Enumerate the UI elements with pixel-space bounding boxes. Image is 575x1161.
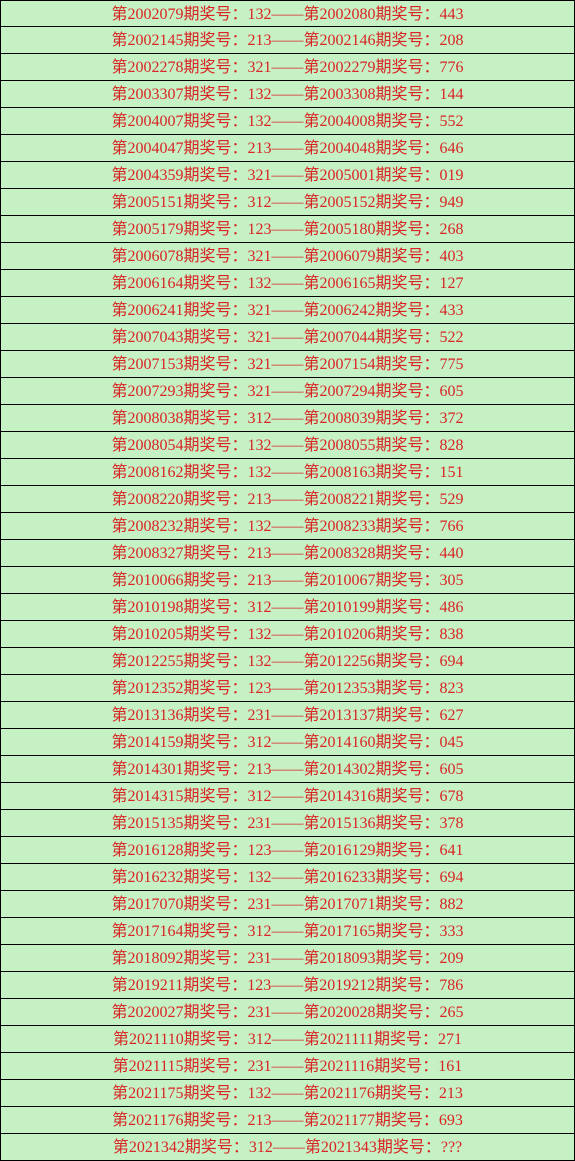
table-row: 第2002145期奖号：213——第2002146期奖号：208 <box>0 27 575 54</box>
table-row: 第2021115期奖号：231——第2021116期奖号：161 <box>0 1053 575 1080</box>
row-text: 第2004007期奖号：132——第2004008期奖号：552 <box>111 113 463 130</box>
table-row: 第2004007期奖号：132——第2004008期奖号：552 <box>0 108 575 135</box>
row-text: 第2004047期奖号：213——第2004048期奖号：646 <box>111 140 463 157</box>
table-row: 第2005151期奖号：312——第2005152期奖号：949 <box>0 189 575 216</box>
table-row: 第2017070期奖号：231——第2017071期奖号：882 <box>0 891 575 918</box>
row-text: 第2002278期奖号：321——第2002279期奖号：776 <box>111 59 463 76</box>
row-text: 第2006164期奖号：132——第2006165期奖号：127 <box>111 275 463 292</box>
row-text: 第2021110期奖号：312——第2021111期奖号：271 <box>113 1031 462 1048</box>
row-text: 第2013136期奖号：231——第2013137期奖号：627 <box>111 707 463 724</box>
row-text: 第2010066期奖号：213——第2010067期奖号：305 <box>111 572 463 589</box>
table-row: 第2014315期奖号：312——第2014316期奖号：678 <box>0 783 575 810</box>
table-row: 第2004359期奖号：321——第2005001期奖号：019 <box>0 162 575 189</box>
row-text: 第2003307期奖号：132——第2003308期奖号：144 <box>111 86 463 103</box>
row-text: 第2014159期奖号：312——第2014160期奖号：045 <box>111 734 463 751</box>
row-text: 第2012255期奖号：132——第2012256期奖号：694 <box>111 653 463 670</box>
table-row: 第2016128期奖号：123——第2016129期奖号：641 <box>0 837 575 864</box>
lottery-data-table: 第2002079期奖号：132——第2002080期奖号：443 第2002145… <box>0 0 575 1161</box>
row-text: 第2008327期奖号：213——第2008328期奖号：440 <box>111 545 463 562</box>
row-text: 第2017164期奖号：312——第2017165期奖号：333 <box>111 923 463 940</box>
row-text: 第2017070期奖号：231——第2017071期奖号：882 <box>111 896 463 913</box>
row-text: 第2008232期奖号：132——第2008233期奖号：766 <box>111 518 463 535</box>
table-row: 第2016232期奖号：132——第2016233期奖号：694 <box>0 864 575 891</box>
table-row: 第2013136期奖号：231——第2013137期奖号：627 <box>0 702 575 729</box>
table-row: 第2014159期奖号：312——第2014160期奖号：045 <box>0 729 575 756</box>
row-text: 第2008162期奖号：132——第2008163期奖号：151 <box>111 464 463 481</box>
table-row: 第2015135期奖号：231——第2015136期奖号：378 <box>0 810 575 837</box>
table-row: 第2007043期奖号：321——第2007044期奖号：522 <box>0 324 575 351</box>
table-row: 第2021175期奖号：132——第2021176期奖号：213 <box>0 1080 575 1107</box>
table-row: 第2021342期奖号：312——第2021343期奖号：??? <box>0 1134 575 1161</box>
row-text: 第2008220期奖号：213——第2008221期奖号：529 <box>111 491 463 508</box>
row-text: 第2014315期奖号：312——第2014316期奖号：678 <box>111 788 463 805</box>
table-row: 第2018092期奖号：231——第2018093期奖号：209 <box>0 945 575 972</box>
table-row: 第2008327期奖号：213——第2008328期奖号：440 <box>0 540 575 567</box>
row-text: 第2021115期奖号：231——第2021116期奖号：161 <box>113 1058 463 1075</box>
row-text: 第2016232期奖号：132——第2016233期奖号：694 <box>111 869 463 886</box>
table-row: 第2021110期奖号：312——第2021111期奖号：271 <box>0 1026 575 1053</box>
table-row: 第2014301期奖号：213——第2014302期奖号：605 <box>0 756 575 783</box>
table-row: 第2021176期奖号：213——第2021177期奖号：693 <box>0 1107 575 1134</box>
row-text: 第2019211期奖号：123——第2019212期奖号：786 <box>112 977 463 994</box>
row-text: 第2005179期奖号：123——第2005180期奖号：268 <box>111 221 463 238</box>
row-text: 第2015135期奖号：231——第2015136期奖号：378 <box>111 815 463 832</box>
row-text: 第2006078期奖号：321——第2006079期奖号：403 <box>111 248 463 265</box>
row-text: 第2012352期奖号：123——第2012353期奖号：823 <box>111 680 463 697</box>
table-row: 第2008038期奖号：312——第2008039期奖号：372 <box>0 405 575 432</box>
table-row: 第2002079期奖号：132——第2002080期奖号：443 <box>0 0 575 27</box>
table-row: 第2012255期奖号：132——第2012256期奖号：694 <box>0 648 575 675</box>
row-text: 第2021342期奖号：312——第2021343期奖号：??? <box>113 1139 462 1156</box>
row-text: 第2002145期奖号：213——第2002146期奖号：208 <box>111 32 463 49</box>
table-row: 第2008162期奖号：132——第2008163期奖号：151 <box>0 459 575 486</box>
table-row: 第2006164期奖号：132——第2006165期奖号：127 <box>0 270 575 297</box>
table-row: 第2008220期奖号：213——第2008221期奖号：529 <box>0 486 575 513</box>
row-text: 第2007043期奖号：321——第2007044期奖号：522 <box>111 329 463 346</box>
row-text: 第2008054期奖号：132——第2008055期奖号：828 <box>111 437 463 454</box>
row-text: 第2010205期奖号：132——第2010206期奖号：838 <box>111 626 463 643</box>
table-row: 第2017164期奖号：312——第2017165期奖号：333 <box>0 918 575 945</box>
table-row: 第2003307期奖号：132——第2003308期奖号：144 <box>0 81 575 108</box>
table-row: 第2004047期奖号：213——第2004048期奖号：646 <box>0 135 575 162</box>
row-text: 第2005151期奖号：312——第2005152期奖号：949 <box>111 194 463 211</box>
row-text: 第2016128期奖号：123——第2016129期奖号：641 <box>111 842 463 859</box>
row-text: 第2008038期奖号：312——第2008039期奖号：372 <box>111 410 463 427</box>
table-row: 第2008054期奖号：132——第2008055期奖号：828 <box>0 432 575 459</box>
row-text: 第2021176期奖号：213——第2021177期奖号：693 <box>112 1112 463 1129</box>
table-row: 第2020027期奖号：231——第2020028期奖号：265 <box>0 999 575 1026</box>
row-text: 第2002079期奖号：132——第2002080期奖号：443 <box>111 6 463 23</box>
table-row: 第2012352期奖号：123——第2012353期奖号：823 <box>0 675 575 702</box>
table-row: 第2019211期奖号：123——第2019212期奖号：786 <box>0 972 575 999</box>
row-text: 第2006241期奖号：321——第2006242期奖号：433 <box>111 302 463 319</box>
row-text: 第2004359期奖号：321——第2005001期奖号：019 <box>111 167 463 184</box>
row-text: 第2021175期奖号：132——第2021176期奖号：213 <box>112 1085 463 1102</box>
table-row: 第2007153期奖号：321——第2007154期奖号：775 <box>0 351 575 378</box>
table-row: 第2002278期奖号：321——第2002279期奖号：776 <box>0 54 575 81</box>
table-row: 第2010066期奖号：213——第2010067期奖号：305 <box>0 567 575 594</box>
row-text: 第2014301期奖号：213——第2014302期奖号：605 <box>111 761 463 778</box>
table-row: 第2010198期奖号：312——第2010199期奖号：486 <box>0 594 575 621</box>
table-row: 第2006078期奖号：321——第2006079期奖号：403 <box>0 243 575 270</box>
row-text: 第2010198期奖号：312——第2010199期奖号：486 <box>111 599 463 616</box>
table-row: 第2005179期奖号：123——第2005180期奖号：268 <box>0 216 575 243</box>
table-row: 第2006241期奖号：321——第2006242期奖号：433 <box>0 297 575 324</box>
row-text: 第2020027期奖号：231——第2020028期奖号：265 <box>111 1004 463 1021</box>
table-row: 第2007293期奖号：321——第2007294期奖号：605 <box>0 378 575 405</box>
row-text: 第2018092期奖号：231——第2018093期奖号：209 <box>111 950 463 967</box>
table-row: 第2010205期奖号：132——第2010206期奖号：838 <box>0 621 575 648</box>
row-text: 第2007153期奖号：321——第2007154期奖号：775 <box>111 356 463 373</box>
table-row: 第2008232期奖号：132——第2008233期奖号：766 <box>0 513 575 540</box>
row-text: 第2007293期奖号：321——第2007294期奖号：605 <box>111 383 463 400</box>
